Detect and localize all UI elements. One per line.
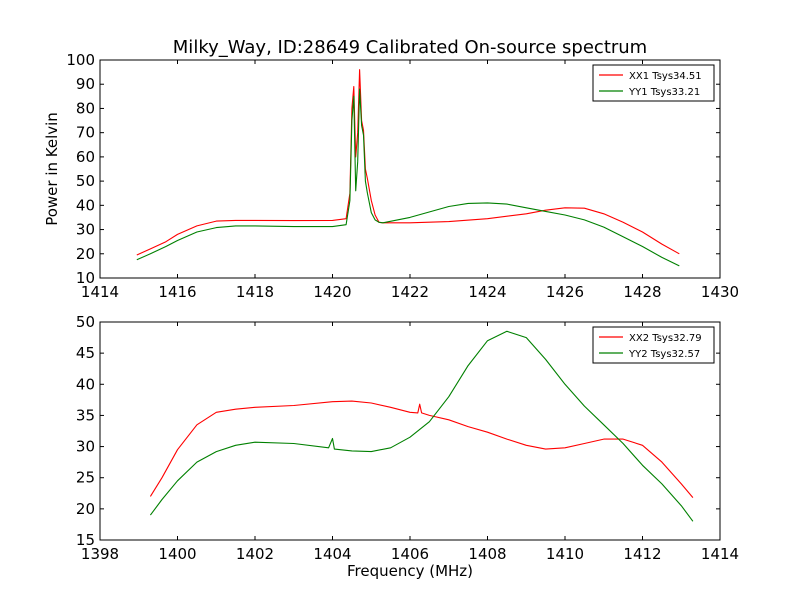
top-x-tick-label: 1418 (236, 283, 274, 301)
bottom-panel: 1398 1400 1402 1404 1406 1408 1410 1412 1414 15 20… (76, 313, 739, 563)
top-panel: 1414 1416 1418 1420 1422 1424 1426 1428 1430 10 20… (66, 51, 739, 301)
top-legend: XX1 Tsys34.51 YY1 Tsys33.21 (592, 64, 715, 102)
bottom-y-tick-label: 30 (76, 438, 95, 456)
top-y-tick-label: 100 (66, 51, 95, 69)
bottom-series-2-line (149, 330, 694, 522)
bottom-legend-label-1: XX2 Tsys32.79 (629, 333, 702, 344)
top-y-tick-label: 60 (76, 148, 95, 166)
bottom-legend-box (592, 326, 715, 364)
top-y-tick-label: 90 (76, 75, 95, 93)
top-x-tick-label: 1416 (158, 283, 196, 301)
bottom-y-tick-label: 45 (76, 344, 95, 362)
bottom-y-tick-label: 25 (76, 469, 95, 487)
bottom-y-tick-label: 35 (76, 406, 95, 424)
bottom-y-tick-label: 40 (76, 375, 95, 393)
bottom-series-1-line (149, 400, 694, 498)
top-x-tick-label: 1430 (701, 283, 739, 301)
bottom-y-tick-label: 15 (76, 531, 95, 549)
bottom-x-tick-label: 1406 (391, 545, 429, 563)
top-y-tick-label: 10 (76, 269, 95, 287)
bottom-legend: XX2 Tsys32.79 YY2 Tsys32.57 (592, 326, 715, 364)
bottom-y-tick-label: 20 (76, 500, 95, 518)
bottom-x-tick-label: 1408 (468, 545, 506, 563)
y-axis-label: Power in Kelvin (43, 112, 61, 226)
bottom-x-tick-label: 1404 (313, 545, 351, 563)
x-axis-label: Frequency (MHz) (347, 562, 473, 580)
chart-title: Milky_Way, ID:28649 Calibrated On-source… (173, 37, 647, 58)
top-y-tick-label: 80 (76, 99, 95, 117)
top-legend-box (592, 64, 715, 102)
top-x-tick-label: 1422 (391, 283, 429, 301)
bottom-x-tick-label: 1402 (236, 545, 274, 563)
bottom-y-tick-label: 50 (76, 313, 95, 331)
bottom-x-tick-label: 1414 (701, 545, 739, 563)
bottom-legend-label-2: YY2 Tsys32.57 (628, 349, 700, 360)
top-x-tick-label: 1420 (313, 283, 351, 301)
bottom-x-tick-label: 1400 (158, 545, 196, 563)
top-x-tick-label: 1414 (81, 283, 119, 301)
top-series-2-line (136, 88, 680, 267)
top-x-tick-label: 1424 (468, 283, 506, 301)
top-y-tick-label: 20 (76, 245, 95, 263)
top-y-tick-label: 70 (76, 124, 95, 142)
top-y-tick-label: 50 (76, 172, 95, 190)
bottom-x-tick-label: 1410 (546, 545, 584, 563)
top-y-tick-label: 30 (76, 221, 95, 239)
top-y-tick-label: 40 (76, 196, 95, 214)
top-x-tick-label: 1428 (623, 283, 661, 301)
top-legend-label-2: YY1 Tsys33.21 (628, 87, 700, 98)
top-legend-label-1: XX1 Tsys34.51 (629, 71, 702, 82)
top-series-1-line (136, 69, 680, 256)
top-x-tick-label: 1426 (546, 283, 584, 301)
bottom-x-tick-label: 1398 (81, 545, 119, 563)
bottom-x-tick-label: 1412 (623, 545, 661, 563)
